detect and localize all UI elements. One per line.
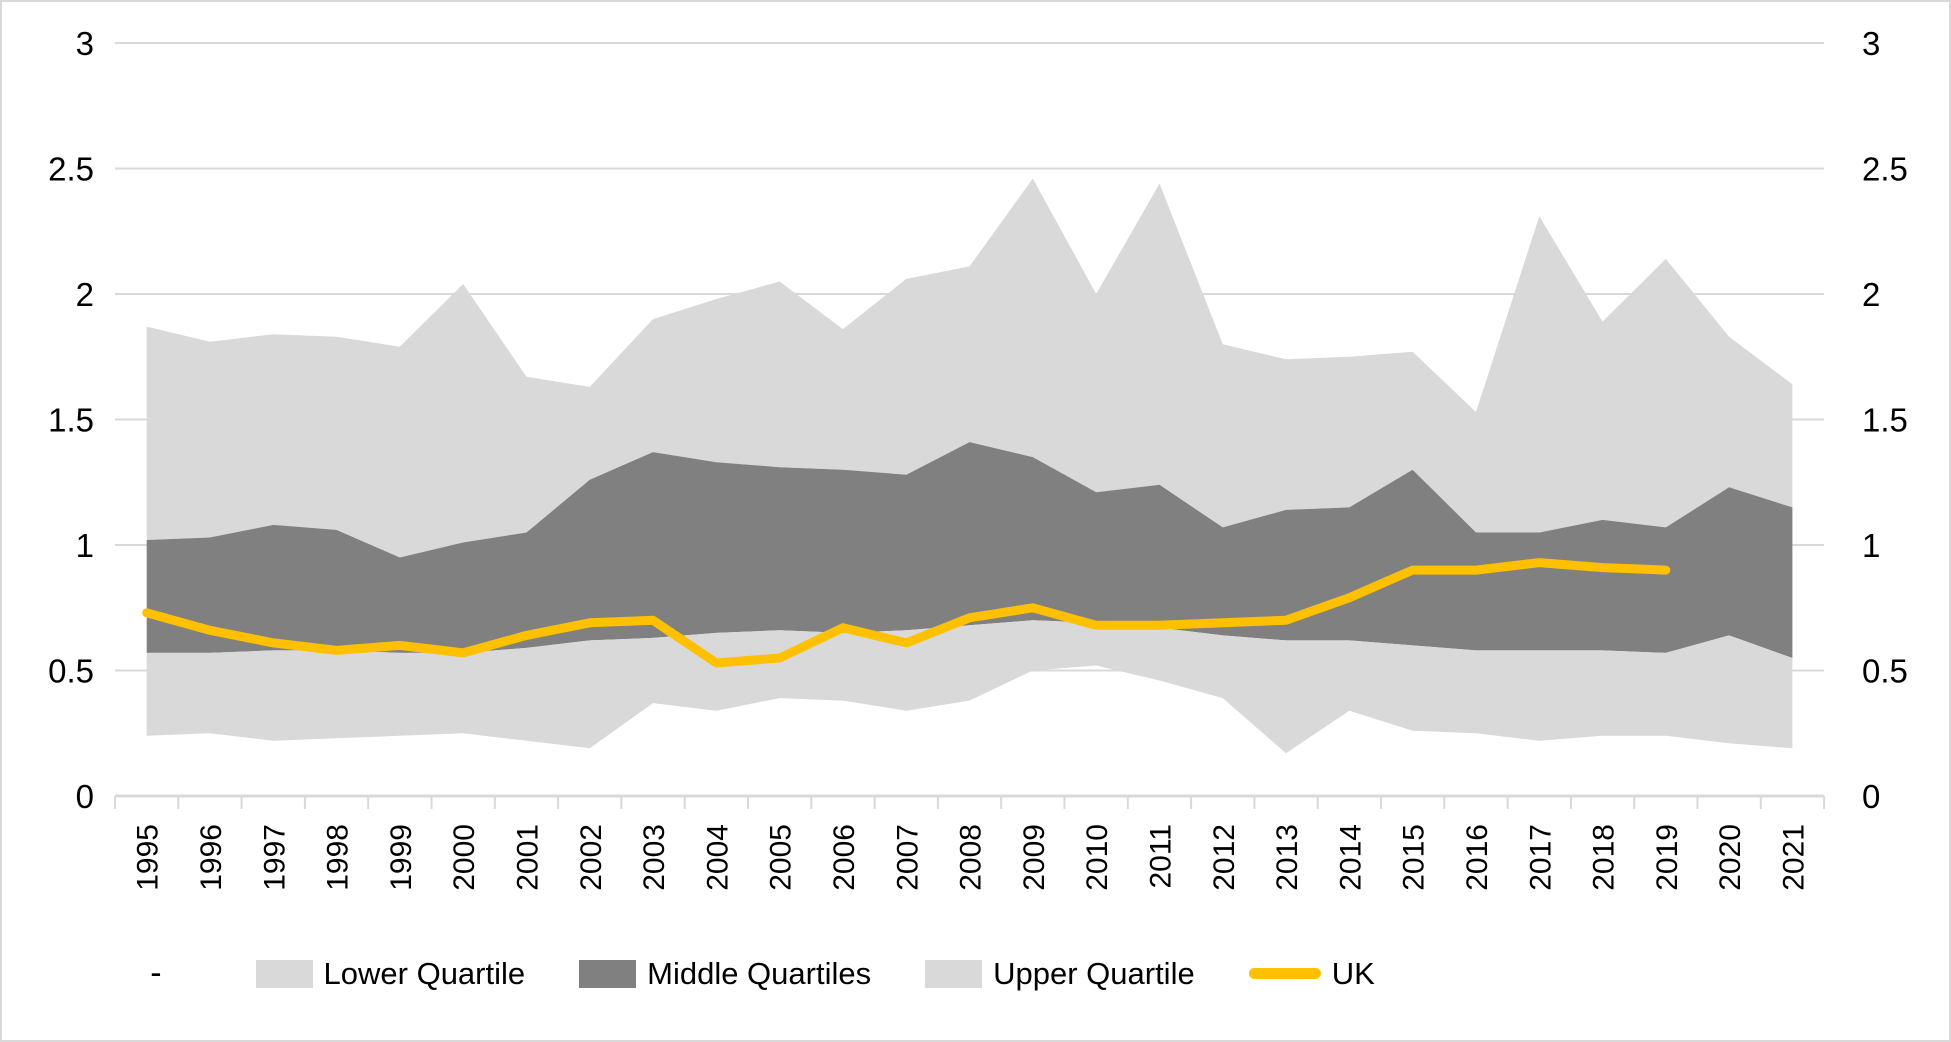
legend-upper-quartile-label: Upper Quartile [993,955,1195,991]
legend-base-label: - [150,954,162,992]
x-axis-label: 2008 [955,824,988,891]
x-axis-label: 2012 [1208,824,1241,891]
y-axis-label-right: 2 [1862,276,1880,313]
x-axis-label: 2016 [1461,824,1494,891]
x-axis-label: 1996 [195,824,228,891]
y-axis-label-right: 3 [1862,25,1880,62]
x-axis-label: 2010 [1081,824,1114,891]
legend-uk-label: UK [1331,955,1375,991]
x-axis-label: 2006 [828,824,861,891]
x-axis-label: 2001 [511,824,544,891]
x-axis-label: 2019 [1651,824,1684,891]
x-axis-label: 1999 [385,824,418,891]
legend-item-uk: UK [1248,955,1375,992]
x-axis-label: 2014 [1334,824,1367,891]
x-axis-label: 1997 [258,824,291,891]
y-axis-label-left: 2.5 [48,151,94,188]
x-axis-label: 2009 [1018,824,1051,891]
y-axis-label-left: 2 [76,276,94,313]
y-axis-label-right: 0.5 [1862,653,1908,690]
x-axis-label: 2005 [765,824,798,891]
middle-quartiles-swatch-icon [579,959,637,988]
lower-quartile-band [146,620,1793,754]
y-axis-label-right: 1 [1862,527,1880,564]
y-axis-label-right: 1.5 [1862,402,1908,439]
middle-quartiles-band [146,442,1793,658]
y-axis-label-left: 0 [76,778,94,815]
x-axis-label: 2007 [891,824,924,891]
y-axis-label-left: 1.5 [48,402,94,439]
x-axis-label: 2020 [1714,824,1747,891]
x-axis-label: 2015 [1398,824,1431,891]
y-axis-label-left: 0.5 [48,653,94,690]
x-axis-label: 2011 [1144,824,1177,889]
x-axis-label: 2013 [1271,824,1304,891]
x-axis-label: 2002 [575,824,608,891]
upper-quartile-swatch-icon [925,959,983,988]
uk-line [142,558,1671,668]
x-axis-label: 2000 [448,824,481,891]
legend-item-upper-quartile: Upper Quartile [925,956,1195,992]
y-axis-label-right: 0 [1862,778,1880,815]
y-axis-label-right: 2.5 [1862,151,1908,188]
uk-line-swatch-icon [1248,968,1321,979]
upper-quartile-band [146,178,1793,558]
legend-item-lower-quartile: Lower Quartile [255,955,526,992]
legend-lower-quartile-label: Lower Quartile [323,955,526,991]
legend-middle-quartiles-label: Middle Quartiles [647,955,872,991]
x-axis-label: 2004 [701,824,734,891]
chart-legend: - Lower Quartile Middle Quartiles Upper … [2,954,1949,993]
x-axis-label: 2003 [638,824,671,891]
lower-quartile-swatch-icon [255,959,313,988]
x-axis-label: 1998 [322,824,355,891]
y-axis-label-left: 1 [76,527,94,564]
legend-item-middle-quartiles: Middle Quartiles [579,956,871,992]
chart-canvas: 0 0 0.5 0.5 1 1 1.5 1.5 2 2 2.5 2.5 3 3 1995 1996 1997 19… [48,25,1908,891]
x-axis-label: 2021 [1777,824,1810,891]
legend-item-base: - [150,954,161,993]
y-axis-label-left: 3 [76,25,94,62]
x-axis-label: 2017 [1524,824,1557,891]
x-axis-label: 1995 [132,824,165,891]
x-axis-label: 2018 [1588,824,1621,891]
